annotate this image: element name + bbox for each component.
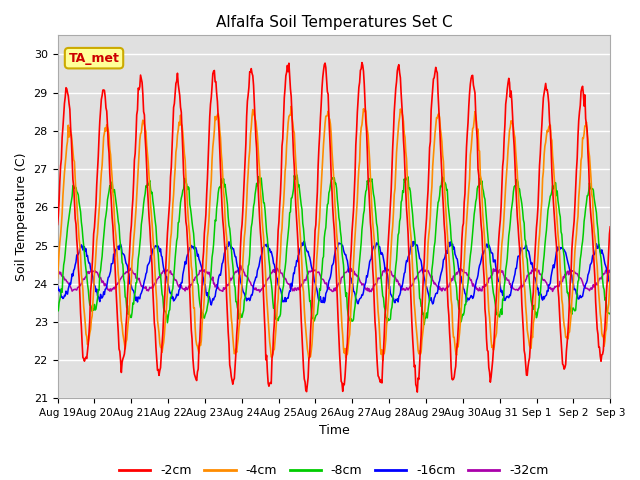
Y-axis label: Soil Temperature (C): Soil Temperature (C): [15, 153, 28, 281]
X-axis label: Time: Time: [319, 424, 349, 437]
Text: TA_met: TA_met: [68, 52, 120, 65]
Legend: -2cm, -4cm, -8cm, -16cm, -32cm: -2cm, -4cm, -8cm, -16cm, -32cm: [114, 459, 554, 480]
Title: Alfalfa Soil Temperatures Set C: Alfalfa Soil Temperatures Set C: [216, 15, 452, 30]
